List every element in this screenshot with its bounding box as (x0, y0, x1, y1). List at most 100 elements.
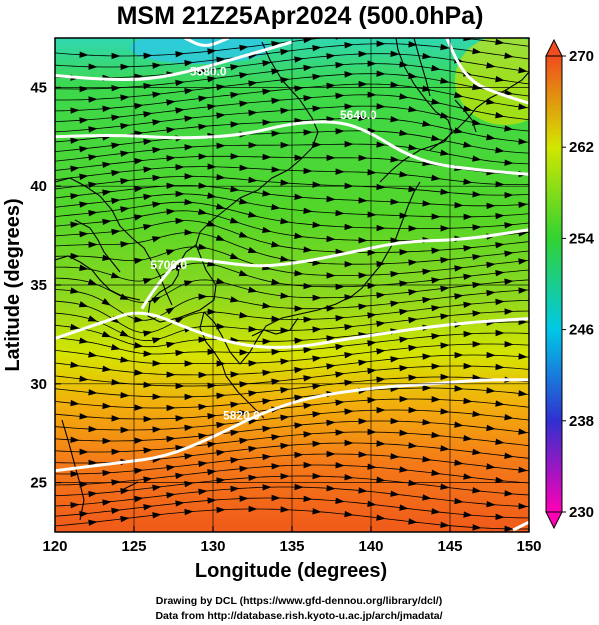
streamline-arrow (88, 459, 98, 467)
streamline-arrow (120, 426, 130, 434)
streamline-arrow (198, 182, 208, 189)
streamline-arrow (216, 477, 226, 484)
streamline-arrow (280, 76, 290, 84)
streamline-arrow (143, 111, 153, 118)
streamline-arrow (367, 428, 377, 436)
streamline-arrow (102, 189, 112, 196)
streamline-arrow (70, 221, 80, 228)
streamline-arrow (335, 168, 345, 175)
streamline-arrow (248, 360, 258, 367)
streamline-arrow (358, 114, 368, 122)
streamline-arrow (399, 61, 409, 68)
streamline-arrow (271, 315, 281, 323)
streamline-arrow (230, 185, 240, 193)
streamline-arrow (422, 200, 432, 207)
streamline-arrow (143, 476, 153, 483)
streamline-arrow (175, 51, 185, 58)
streamline-arrow (120, 356, 130, 363)
streamline-arrow (408, 344, 418, 352)
streamline-arrow (79, 337, 89, 344)
streamline-arrow (518, 287, 528, 294)
streamline-arrow (504, 525, 514, 532)
streamline-arrow (454, 497, 464, 505)
streamline-arrow (431, 305, 441, 312)
streamline-arrow (463, 511, 473, 518)
streamline-arrow (262, 60, 272, 67)
streamline-arrow (207, 468, 217, 476)
streamline-arrow (280, 506, 290, 513)
streamline-arrow (262, 119, 272, 126)
streamline-arrow (248, 176, 258, 184)
streamline-arrow (239, 72, 249, 79)
streamline-arrow (408, 289, 418, 296)
streamline-arrow (88, 210, 98, 217)
streamline-arrow (198, 208, 208, 215)
streamline-arrow (102, 218, 112, 226)
streamline-arrow (70, 399, 80, 407)
streamline-arrow (134, 467, 144, 475)
streamline-arrow (472, 253, 482, 261)
streamline-arrow (312, 141, 322, 148)
streamline-arrow (134, 404, 144, 411)
streamline-arrow (344, 103, 354, 110)
streamline-arrow (486, 261, 496, 269)
streamline-arrow (280, 48, 290, 56)
streamline-arrow (262, 338, 272, 345)
streamline-arrow (166, 492, 176, 499)
streamline-arrow (184, 60, 194, 67)
streamline-arrow (143, 330, 153, 337)
y-tick-label: 25 (30, 475, 47, 492)
streamline-arrow (230, 91, 240, 99)
streamline-arrow (390, 198, 400, 205)
streamline-arrow (358, 80, 368, 88)
streamline-arrow (70, 470, 80, 478)
streamline-arrow (262, 398, 272, 405)
streamline-arrow (326, 305, 336, 312)
streamline-arrow (504, 89, 514, 96)
streamline-arrow (87, 278, 98, 285)
streamline-arrow (463, 397, 473, 405)
streamline-arrow (143, 447, 153, 454)
contour-label: 5580.0 (190, 65, 227, 79)
streamline-arrow (495, 400, 505, 407)
streamline-arrow (294, 366, 304, 374)
streamline-arrow (518, 258, 528, 265)
streamline-arrow (472, 224, 482, 231)
streamline-arrow (303, 246, 313, 253)
streamline-arrow (152, 91, 162, 98)
plot-area: 5580.0 5640.0 5700.0 5820.0 (55, 38, 529, 532)
streamline-arrow (294, 85, 304, 92)
streamline-arrow (326, 195, 336, 203)
streamline-arrow (486, 463, 496, 470)
streamline-arrow (408, 259, 418, 266)
streamline-arrow (239, 44, 249, 52)
streamline-arrow (486, 501, 496, 508)
streamline-arrow (335, 248, 345, 256)
streamline-arrow (143, 138, 153, 146)
streamline-arrow (239, 437, 249, 445)
streamline-arrow (152, 119, 162, 126)
streamline-arrow (390, 270, 400, 278)
streamline-arrow (175, 217, 185, 225)
streamline-arrow (271, 97, 281, 105)
streamline-arrow (367, 282, 377, 290)
streamline-arrow (134, 214, 144, 221)
streamline-arrow (440, 313, 450, 320)
streamline-arrow (312, 221, 322, 228)
streamline-arrow (102, 365, 112, 372)
streamline-arrow (70, 436, 80, 444)
streamline-arrow (184, 393, 194, 401)
streamline-arrow (175, 500, 185, 507)
height-contour (55, 120, 529, 176)
streamline-arrow (70, 252, 80, 260)
streamline-arrow (215, 277, 226, 285)
streamline-arrow (390, 453, 400, 460)
streamline-arrow (207, 76, 217, 83)
streamline-arrow (431, 134, 441, 142)
streamline-arrow (312, 383, 322, 390)
y-tick-label: 40 (30, 178, 47, 195)
streamline-arrow (229, 217, 240, 224)
cold-core (130, 38, 270, 64)
warm-patch-northeast (455, 38, 529, 125)
streamline-arrow (166, 208, 176, 215)
